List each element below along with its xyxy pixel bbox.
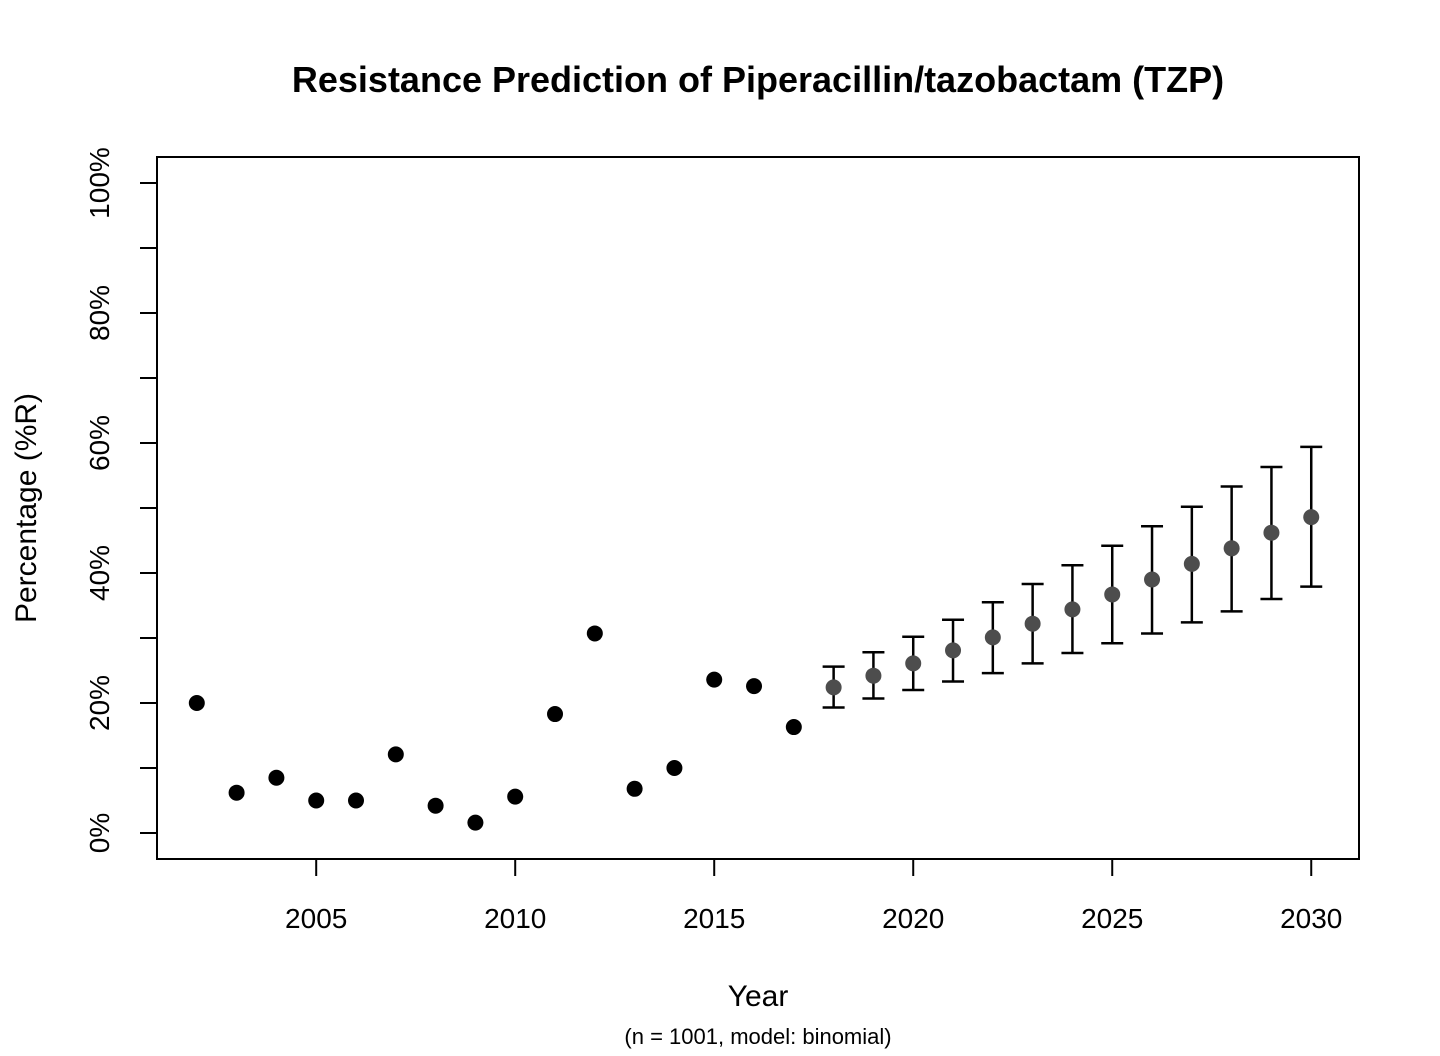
chart-subtitle: (n = 1001, model: binomial) [624, 1024, 891, 1049]
y-tick-label: 20% [84, 675, 115, 731]
observed-point [308, 792, 325, 809]
x-tick-label: 2005 [285, 903, 347, 934]
y-axis-label: Percentage (%R) [10, 393, 43, 623]
error-bars [822, 445, 1323, 709]
predicted-point [825, 679, 842, 696]
predicted-point [1223, 540, 1240, 557]
y-axis: 0% 20% 40% 60% 80% 100% [84, 147, 158, 853]
x-tick-label: 2020 [882, 903, 944, 934]
predicted-point [865, 667, 882, 684]
observed-point [467, 814, 484, 831]
y-tick-label: 80% [84, 285, 115, 341]
observed-point [626, 780, 643, 797]
y-tick-label: 60% [84, 415, 115, 471]
predicted-point [945, 642, 962, 659]
predicted-point [1064, 601, 1081, 618]
predicted-point [1263, 524, 1280, 541]
observed-point [427, 797, 444, 814]
predicted-point [1303, 509, 1320, 526]
x-tick-label: 2025 [1081, 903, 1143, 934]
x-axis-label: Year [728, 980, 789, 1013]
predicted-point [1104, 586, 1121, 603]
y-tick-label: 0% [84, 813, 115, 853]
plot-frame [156, 156, 1360, 860]
observed-point [348, 792, 365, 809]
x-tick-label: 2015 [683, 903, 745, 934]
observed-point [268, 769, 285, 786]
y-tick-label: 100% [84, 147, 115, 219]
data-points [188, 509, 1320, 831]
observed-point [666, 760, 683, 776]
observed-point [188, 695, 205, 711]
x-tick-label: 2030 [1280, 903, 1342, 934]
predicted-point [905, 655, 922, 672]
observed-point [746, 678, 763, 695]
predicted-point [1144, 571, 1161, 588]
chart-title: Resistance Prediction of Piperacillin/ta… [292, 59, 1224, 100]
predicted-point [984, 629, 1001, 646]
observed-point [706, 671, 723, 688]
observed-point [228, 784, 245, 801]
observed-point [387, 746, 404, 763]
predicted-point [1024, 615, 1041, 632]
x-axis: 2005 2010 2015 2020 2025 2030 [285, 858, 1342, 934]
observed-point [547, 706, 564, 723]
x-tick-label: 2010 [484, 903, 546, 934]
predicted-point [1183, 555, 1200, 572]
observed-point [586, 625, 603, 642]
observed-point [507, 788, 524, 805]
y-tick-label: 40% [84, 545, 115, 601]
observed-point [785, 719, 802, 736]
